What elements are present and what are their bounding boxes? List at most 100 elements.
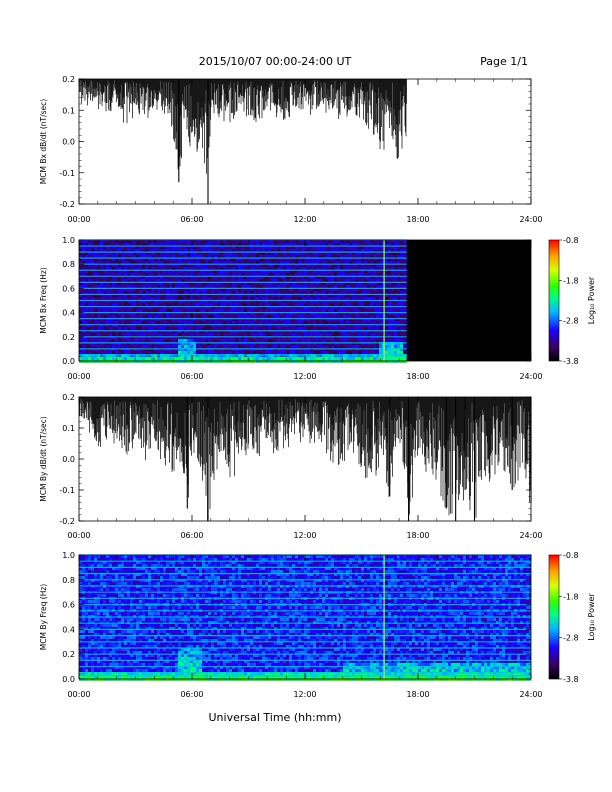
spectrogram-cell xyxy=(223,285,226,288)
spectrogram-cell xyxy=(355,267,358,270)
spectrogram-cell xyxy=(268,291,271,294)
spectrogram-cell xyxy=(286,345,289,348)
spectrogram-cell xyxy=(307,285,310,288)
spectrogram-cell xyxy=(196,282,199,285)
spectrogram-cell xyxy=(220,306,223,309)
spectrogram-cell xyxy=(214,297,217,300)
spectrogram-cell xyxy=(328,300,331,303)
spectrogram-cell xyxy=(250,351,253,354)
spectrogram-cell xyxy=(286,285,289,288)
spectrogram-cell xyxy=(349,255,352,258)
spectrogram-cell xyxy=(271,240,274,243)
spectrogram-cell xyxy=(220,276,223,279)
spectrogram-cell xyxy=(139,246,142,249)
spectrogram-cell xyxy=(307,288,310,291)
spectrogram-cell xyxy=(316,261,319,264)
spectrogram-cell xyxy=(88,351,91,354)
spectrogram-cell xyxy=(214,267,217,270)
spectrogram-cell xyxy=(304,249,307,252)
spectrogram-cell xyxy=(154,306,157,309)
spectrogram-cell xyxy=(364,312,367,315)
spectrogram-cell xyxy=(136,360,139,363)
spectrogram-cell xyxy=(265,255,268,258)
spectrogram-cell xyxy=(175,288,178,291)
spectrogram-cell xyxy=(175,318,178,321)
spectrogram-cell xyxy=(268,357,271,360)
spectrogram-cell xyxy=(223,255,226,258)
spectrogram-cell xyxy=(94,360,97,363)
spectrogram-cell xyxy=(181,357,184,360)
spectrogram-cell xyxy=(211,333,214,336)
spectrogram-cell xyxy=(253,273,256,276)
spectrogram-cell xyxy=(280,273,283,276)
spectrogram-cell xyxy=(319,303,322,306)
spectrogram-cell xyxy=(226,273,229,276)
spectrogram-cell xyxy=(85,294,88,297)
spectrogram-cell xyxy=(232,291,235,294)
spectrogram-cell xyxy=(136,318,139,321)
spectrogram-cell xyxy=(370,330,373,333)
spectrogram-cell xyxy=(274,309,277,312)
spectrogram-cell xyxy=(211,270,214,273)
spectrogram-cell xyxy=(148,312,151,315)
spectrogram-cell xyxy=(118,351,121,354)
spectrogram-cell xyxy=(121,315,124,318)
spectrogram-cell xyxy=(268,336,271,339)
spectrogram-cell xyxy=(82,357,85,360)
spectrogram-cell xyxy=(340,351,343,354)
spectrogram-cell xyxy=(286,312,289,315)
spectrogram-cell xyxy=(91,360,94,363)
spectrogram-cell xyxy=(250,252,253,255)
spectrogram-cell xyxy=(301,240,304,243)
spectrogram-cell xyxy=(94,291,97,294)
spectrogram-cell xyxy=(82,267,85,270)
spectrogram-cell xyxy=(205,327,208,330)
spectrogram-cell xyxy=(178,258,181,261)
spectrogram-cell xyxy=(253,255,256,258)
spectrogram-cell xyxy=(223,273,226,276)
spectrogram-cell xyxy=(385,312,388,315)
spectrogram-cell xyxy=(91,315,94,318)
spectrogram-cell xyxy=(343,273,346,276)
spectrogram-cell xyxy=(118,297,121,300)
spectrogram-cell xyxy=(127,357,130,360)
spectrogram-cell xyxy=(286,321,289,324)
spectrogram-cell xyxy=(355,252,358,255)
spectrogram-cell xyxy=(340,249,343,252)
spectrogram-cell xyxy=(151,267,154,270)
spectrogram-cell xyxy=(334,300,337,303)
spectrogram-cell xyxy=(280,249,283,252)
spectrogram-cell xyxy=(145,258,148,261)
spectrogram-cell xyxy=(325,291,328,294)
spectrogram-cell xyxy=(286,309,289,312)
spectrogram-cell xyxy=(100,249,103,252)
spectrogram-cell xyxy=(265,246,268,249)
spectrogram-cell xyxy=(241,336,244,339)
spectrogram-cell xyxy=(373,321,376,324)
spectrogram-cell xyxy=(268,276,271,279)
spectrogram-cell xyxy=(235,312,238,315)
spectrogram-cell xyxy=(235,243,238,246)
spectrogram-cell xyxy=(148,270,151,273)
spectrogram-cell xyxy=(208,312,211,315)
spectrogram-cell xyxy=(88,273,91,276)
spectrogram-cell xyxy=(136,258,139,261)
spectrogram-cell xyxy=(301,270,304,273)
spectrogram-cell xyxy=(298,300,301,303)
spectrogram-cell xyxy=(205,246,208,249)
spectrogram-cell xyxy=(334,312,337,315)
spectrogram-cell xyxy=(109,270,112,273)
spectrogram-cell xyxy=(169,360,172,363)
spectrogram-cell xyxy=(220,288,223,291)
spectrogram-cell xyxy=(88,270,91,273)
spectrogram-cell xyxy=(256,255,259,258)
spectrogram-cell xyxy=(274,246,277,249)
spectrogram-cell xyxy=(295,282,298,285)
spectrogram-cell xyxy=(289,276,292,279)
spectrogram-cell xyxy=(277,318,280,321)
spectrogram-cell xyxy=(115,279,118,282)
spectrogram-cell xyxy=(292,285,295,288)
spectrogram-cell xyxy=(100,270,103,273)
spectrogram-cell xyxy=(211,342,214,345)
spectrogram-cell xyxy=(226,315,229,318)
